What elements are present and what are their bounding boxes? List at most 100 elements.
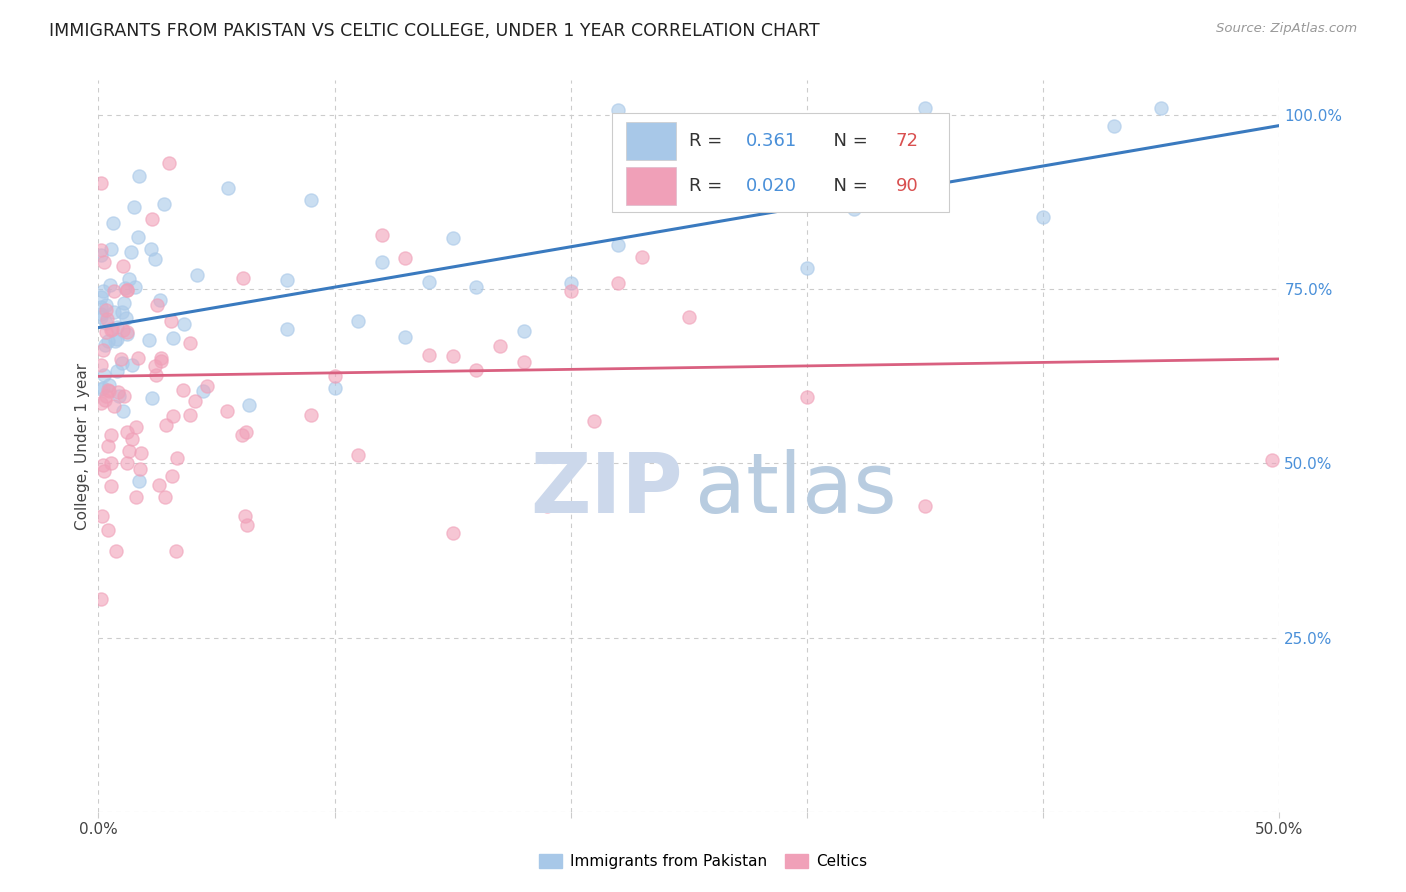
Text: N =: N = [823,132,875,150]
Point [104,334,127,348]
Point [347,448,370,462]
Point [162,331,184,345]
Point [91,284,114,298]
Point [96,298,118,312]
Point [235,509,257,524]
Point [103,305,125,319]
Point [120,244,142,259]
Point [90,300,112,314]
Point [91,381,114,395]
Point [127,230,149,244]
Text: N =: N = [823,178,875,195]
Point [276,273,298,287]
Point [97,523,120,537]
Point [100,479,122,493]
Point [100,323,122,337]
Point [103,285,125,299]
Text: atlas: atlas [695,450,897,531]
Point [299,408,322,422]
Point [100,322,122,336]
Point [111,356,134,370]
Point [162,409,184,424]
Point [115,456,138,470]
Point [143,252,166,267]
Y-axis label: College, Under 1 year: College, Under 1 year [75,362,90,530]
Point [105,364,128,378]
Point [141,243,163,257]
Point [231,428,253,442]
Point [235,425,257,440]
Point [94,317,117,331]
Point [323,381,346,395]
Point [418,275,440,289]
Point [418,348,440,362]
Point [630,250,652,264]
Point [97,378,120,392]
Point [100,428,122,442]
Point [100,242,122,256]
Point [125,419,148,434]
Point [465,280,488,294]
Point [108,389,131,403]
Point [118,443,141,458]
Point [166,450,188,465]
Point [441,349,464,363]
Point [347,313,370,327]
Text: R =: R = [689,178,728,195]
Point [186,268,208,282]
Text: 0.361: 0.361 [745,132,797,150]
Point [148,477,170,491]
Point [299,193,322,207]
Point [678,310,700,324]
Point [93,338,115,352]
Point [441,230,464,244]
Point [114,311,136,326]
Point [512,324,534,338]
Point [1261,453,1284,467]
Point [149,293,172,307]
Text: R =: R = [689,132,728,150]
Point [394,252,416,266]
Point [129,461,152,475]
Point [90,509,112,524]
Point [124,279,146,293]
Point [217,181,239,195]
Point [105,332,128,346]
Point [748,130,770,145]
Point [112,296,135,310]
Point [103,216,125,230]
Point [90,176,112,190]
Point [90,358,112,372]
Point [1102,119,1125,133]
Point [94,392,117,407]
Point [1032,211,1054,225]
Point [183,394,205,409]
Point [323,368,346,383]
Point [90,395,112,409]
Point [115,283,138,297]
Point [141,212,163,227]
Point [215,404,238,418]
Point [153,197,176,211]
Point [90,310,112,324]
Point [149,351,172,366]
Point [159,314,181,328]
Point [145,368,167,382]
Point [105,319,128,334]
Point [276,321,298,335]
Point [146,297,169,311]
Point [111,323,134,337]
Point [173,318,195,332]
Text: Source: ZipAtlas.com: Source: ZipAtlas.com [1216,22,1357,36]
Point [100,456,122,470]
Point [236,517,259,532]
Point [96,312,118,326]
Text: IMMIGRANTS FROM PAKISTAN VS CELTIC COLLEGE, UNDER 1 YEAR CORRELATION CHART: IMMIGRANTS FROM PAKISTAN VS CELTIC COLLE… [49,22,820,40]
Point [489,339,512,353]
Point [127,351,149,365]
Point [238,398,260,412]
Point [125,490,148,504]
Point [844,202,866,217]
Point [138,333,160,347]
Point [105,543,128,558]
